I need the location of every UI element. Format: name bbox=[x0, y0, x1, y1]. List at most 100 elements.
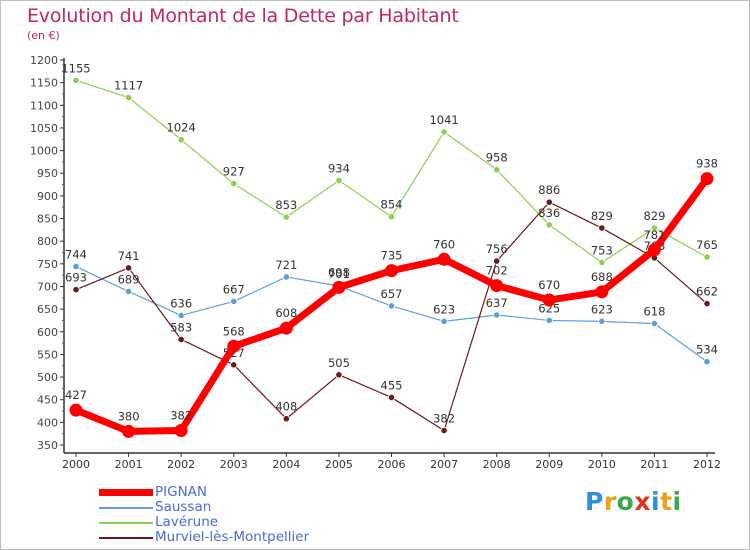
data-label: 753 bbox=[591, 243, 613, 257]
data-label: 380 bbox=[118, 409, 140, 423]
x-tick-label: 2011 bbox=[640, 458, 668, 471]
data-label: 698 bbox=[328, 265, 350, 279]
x-tick-label: 2002 bbox=[167, 458, 195, 471]
y-tick-label: 500 bbox=[37, 371, 58, 384]
data-point bbox=[124, 93, 133, 102]
data-point bbox=[177, 311, 185, 320]
y-tick-label: 700 bbox=[37, 280, 58, 293]
chart-title: Evolution du Montant de la Dette par Hab… bbox=[27, 5, 459, 27]
legend-label: Lavérune bbox=[155, 514, 219, 530]
data-point bbox=[282, 273, 290, 281]
x-tick-label: 2001 bbox=[115, 458, 143, 471]
data-label: 583 bbox=[170, 320, 192, 334]
y-tick-label: 600 bbox=[37, 326, 58, 339]
y-tick-label: 1100 bbox=[30, 99, 58, 112]
data-label: 534 bbox=[696, 343, 718, 357]
data-label: 735 bbox=[381, 249, 403, 263]
y-tick-label: 450 bbox=[37, 394, 58, 407]
data-point bbox=[493, 311, 501, 319]
data-label: 693 bbox=[65, 271, 87, 285]
series-line bbox=[75, 79, 708, 264]
data-point bbox=[595, 285, 609, 299]
data-label: 958 bbox=[486, 151, 508, 165]
legend-item-saussan: Saussan bbox=[99, 500, 359, 515]
data-point bbox=[650, 224, 659, 232]
data-point bbox=[440, 128, 448, 136]
data-label: 667 bbox=[223, 282, 245, 296]
data-point bbox=[279, 321, 293, 335]
data-point bbox=[598, 317, 606, 325]
data-label: 756 bbox=[486, 242, 508, 256]
data-point bbox=[230, 180, 238, 188]
y-tick-label: 350 bbox=[37, 439, 58, 452]
legend-label: Saussan bbox=[155, 499, 212, 515]
data-label: 1117 bbox=[114, 79, 143, 93]
y-tick-label: 850 bbox=[37, 213, 58, 226]
x-tick-label: 2009 bbox=[535, 458, 563, 471]
proxiti-logo: Proxiti bbox=[585, 487, 682, 516]
legend-item-murviel-les-montpellier: Murviel-lès-Montpellier bbox=[99, 530, 359, 545]
x-tick-label: 2000 bbox=[62, 458, 90, 471]
data-label: 382 bbox=[170, 409, 192, 423]
data-label: 408 bbox=[275, 400, 297, 414]
data-label: 1024 bbox=[167, 121, 196, 135]
legend-swatch bbox=[99, 537, 153, 539]
x-tick-label: 2004 bbox=[272, 458, 300, 471]
x-tick-label: 2012 bbox=[693, 458, 721, 471]
data-point bbox=[282, 213, 290, 221]
legend-swatch bbox=[99, 489, 153, 496]
legend-label: Murviel-lès-Montpellier bbox=[155, 529, 310, 545]
data-point bbox=[490, 279, 504, 293]
data-label: 927 bbox=[223, 165, 245, 179]
data-label: 934 bbox=[328, 161, 350, 175]
data-label: 721 bbox=[275, 258, 297, 272]
data-point bbox=[647, 243, 661, 257]
data-point bbox=[542, 293, 556, 307]
x-tick-label: 2008 bbox=[483, 458, 511, 471]
data-point bbox=[282, 415, 290, 423]
data-point bbox=[703, 253, 711, 261]
y-tick-label: 550 bbox=[37, 348, 58, 361]
data-point bbox=[437, 252, 451, 266]
y-tick-label: 950 bbox=[37, 167, 58, 180]
data-label: 637 bbox=[486, 296, 508, 310]
data-point bbox=[227, 339, 241, 353]
data-point bbox=[69, 403, 83, 417]
data-label: 670 bbox=[538, 278, 560, 292]
data-point bbox=[72, 286, 80, 294]
data-point bbox=[440, 426, 448, 435]
data-label: 760 bbox=[433, 237, 455, 251]
data-point bbox=[493, 257, 501, 265]
y-tick-label: 800 bbox=[37, 235, 58, 248]
data-point bbox=[545, 198, 553, 206]
data-label: 829 bbox=[591, 209, 613, 223]
chart-subtitle: (en €) bbox=[27, 29, 60, 42]
series-pignan: 427 380 382 568 608 698 735 760 702 670 688 781 938 bbox=[65, 157, 718, 438]
y-tick-label: 1000 bbox=[30, 145, 58, 158]
data-label: 623 bbox=[433, 302, 455, 316]
data-point bbox=[124, 287, 133, 296]
data-point bbox=[703, 358, 711, 366]
data-point bbox=[230, 361, 238, 369]
y-tick-label: 650 bbox=[37, 303, 58, 316]
y-tick-label: 900 bbox=[37, 190, 58, 203]
data-point bbox=[335, 371, 343, 379]
legend-label: PIGNAN bbox=[155, 484, 208, 500]
legend-item-laverune: Lavérune bbox=[99, 515, 359, 530]
y-tick-label: 1150 bbox=[30, 77, 58, 90]
y-tick-label: 750 bbox=[37, 258, 58, 271]
data-point bbox=[72, 76, 80, 84]
data-label: 701 bbox=[328, 267, 350, 281]
data-point bbox=[700, 172, 714, 186]
data-point bbox=[174, 424, 188, 438]
data-label: 618 bbox=[643, 305, 665, 319]
data-label: 1155 bbox=[61, 61, 90, 75]
data-point bbox=[335, 176, 343, 185]
data-label: 662 bbox=[696, 285, 718, 299]
data-point bbox=[332, 280, 346, 294]
x-tick-label: 2006 bbox=[378, 458, 406, 471]
data-label: 702 bbox=[486, 264, 508, 278]
data-label: 427 bbox=[65, 388, 87, 402]
data-label: 689 bbox=[118, 272, 140, 286]
